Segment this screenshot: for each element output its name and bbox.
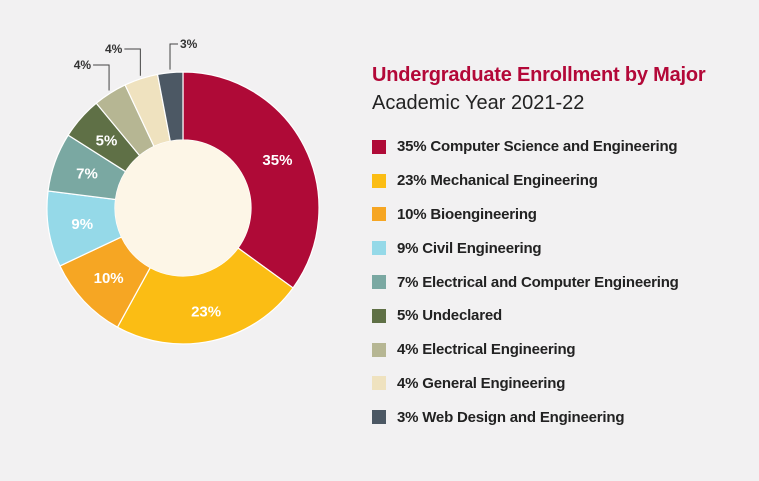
callout-label-electrical-engineering: 4% [74,58,92,72]
legend-label: 23% Mechanical Engineering [397,172,598,190]
legend-swatch [372,207,386,222]
legend-item-web-design-and-engineering: 3% Web Design and Engineering [372,400,752,434]
chart-subtitle: Academic Year 2021-22 [372,92,585,114]
legend-label: 9% Civil Engineering [397,239,542,257]
legend-label: 7% Electrical and Computer Engineering [397,273,679,291]
legend-item-electrical-and-computer-engineering: 7% Electrical and Computer Engineering [372,265,752,299]
callout-label-web-design-and-engineering: 3% [180,37,198,51]
legend-swatch [372,410,386,425]
legend-item-computer-science-and-engineering: 35% Computer Science and Engineering [372,130,752,164]
slice-label-civil-engineering: 9% [71,216,93,233]
legend-panel: Undergraduate Enrollment by Major Academ… [372,62,752,434]
legend-item-civil-engineering: 9% Civil Engineering [372,231,752,265]
legend-label: 3% Web Design and Engineering [397,408,625,426]
legend-item-mechanical-engineering: 23% Mechanical Engineering [372,164,752,198]
slice-label-bioengineering: 10% [94,270,124,287]
legend-swatch [372,275,386,290]
legend: 35% Computer Science and Engineering 23% … [372,130,752,434]
chart-title: Undergraduate Enrollment by Major [372,64,706,86]
legend-label: 10% Bioengineering [397,205,537,223]
legend-swatch [372,173,386,188]
callout-label-general-engineering: 4% [105,42,123,56]
slice-label-electrical-and-computer-engineering: 7% [76,165,98,182]
legend-swatch [372,308,386,323]
donut-chart: 35% 23% 10% 9% 7% 5% 3% 4% 4% [46,37,320,345]
legend-swatch [372,342,386,357]
legend-label: 4% Electrical Engineering [397,341,576,359]
legend-label: 4% General Engineering [397,374,566,392]
slice-label-computer-science-and-engineering: 35% [262,152,292,169]
legend-item-undeclared: 5% Undeclared [372,299,752,333]
donut-hole [115,140,251,276]
callout-line-electrical-engineering [93,64,110,91]
legend-swatch [372,139,386,154]
legend-swatch [372,241,386,256]
callout-line-general-engineering [124,48,141,76]
callout-line-web-design-and-engineering [169,43,179,70]
legend-item-bioengineering: 10% Bioengineering [372,198,752,232]
legend-item-electrical-engineering: 4% Electrical Engineering [372,333,752,367]
slice-label-mechanical-engineering: 23% [191,303,221,320]
slice-label-undeclared: 5% [96,133,118,150]
legend-label: 35% Computer Science and Engineering [397,138,678,156]
legend-label: 5% Undeclared [397,307,502,325]
legend-item-general-engineering: 4% General Engineering [372,367,752,401]
legend-swatch [372,376,386,391]
